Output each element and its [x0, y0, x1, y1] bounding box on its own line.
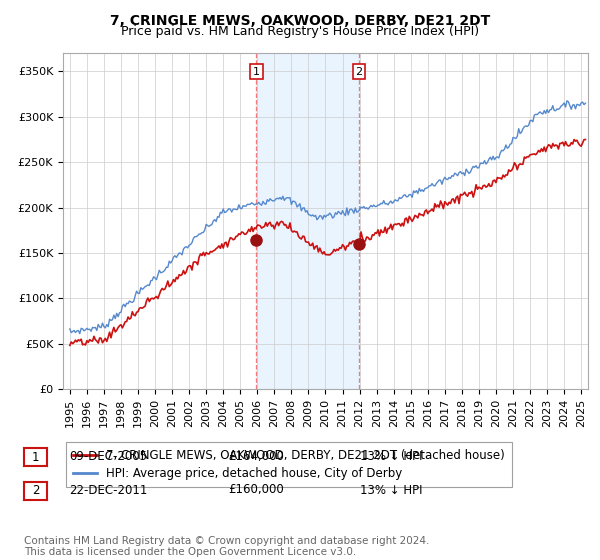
Text: 13% ↓ HPI: 13% ↓ HPI: [360, 483, 422, 497]
Text: £160,000: £160,000: [228, 483, 284, 497]
Text: 13% ↓ HPI: 13% ↓ HPI: [360, 450, 422, 463]
Text: Price paid vs. HM Land Registry's House Price Index (HPI): Price paid vs. HM Land Registry's House …: [121, 25, 479, 38]
Text: 22-DEC-2011: 22-DEC-2011: [69, 483, 148, 497]
Text: 09-DEC-2005: 09-DEC-2005: [69, 450, 147, 463]
Text: £164,000: £164,000: [228, 450, 284, 463]
Text: 1: 1: [32, 451, 39, 464]
Text: 7, CRINGLE MEWS, OAKWOOD, DERBY, DE21 2DT: 7, CRINGLE MEWS, OAKWOOD, DERBY, DE21 2D…: [110, 14, 490, 28]
Legend: 7, CRINGLE MEWS, OAKWOOD, DERBY, DE21 2DT (detached house), HPI: Average price, : 7, CRINGLE MEWS, OAKWOOD, DERBY, DE21 2D…: [66, 442, 512, 487]
Text: Contains HM Land Registry data © Crown copyright and database right 2024.
This d: Contains HM Land Registry data © Crown c…: [24, 535, 430, 557]
Text: 1: 1: [253, 67, 260, 77]
Text: 2: 2: [32, 484, 39, 497]
Text: 2: 2: [356, 67, 362, 77]
